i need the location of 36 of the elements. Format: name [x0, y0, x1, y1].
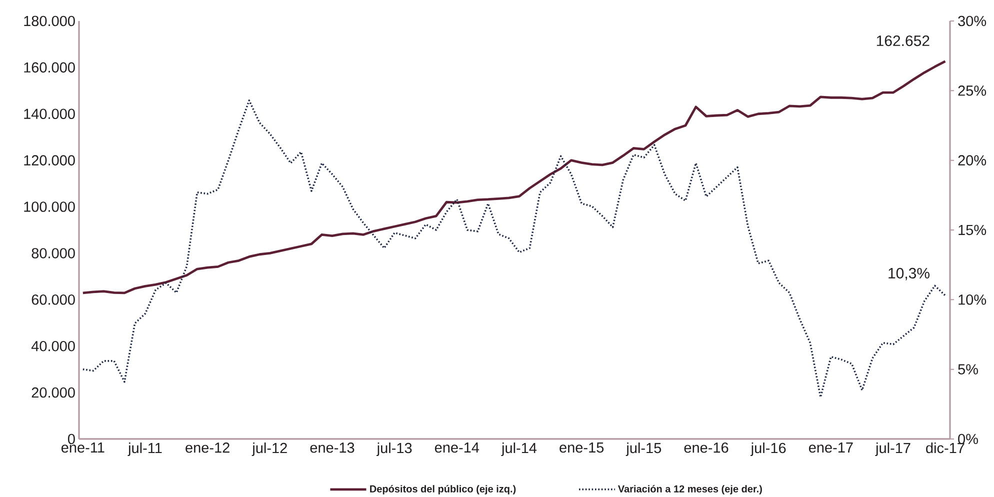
y2-tick-label: 15% — [958, 224, 986, 236]
y2-tick-label: 10% — [958, 294, 986, 305]
y2-tick-label: 25% — [958, 86, 986, 96]
x-tick-label: dic-17 — [926, 442, 964, 454]
x-tick-label: ene-11 — [61, 442, 104, 453]
x-tick-label: jul-17 — [875, 442, 910, 456]
y-tick-label: 20.000 — [32, 387, 75, 398]
data-label: 162.652 — [876, 35, 930, 46]
x-tick-label: jul-16 — [750, 442, 786, 456]
legend-label: Variación a 12 meses (eje der.) — [618, 484, 762, 494]
y-tick-label: 40.000 — [31, 340, 75, 352]
line-series — [82, 100, 946, 398]
legend-label: Depósitos del público (eje izq.) — [370, 484, 516, 494]
y2-tick-label: 20% — [958, 155, 986, 166]
x-tick-label: jul-15 — [626, 442, 662, 456]
y2-tick-label: 5% — [958, 364, 978, 374]
x-tick-label: jul-12 — [252, 442, 287, 456]
x-tick-label: ene-12 — [186, 442, 230, 453]
y2-tick-label: 30% — [958, 16, 986, 26]
x-tick-label: jul-13 — [376, 442, 412, 456]
x-tick-label: ene-13 — [310, 442, 354, 453]
data-label: 10,3% — [888, 268, 930, 280]
x-tick-label: ene-17 — [808, 442, 853, 453]
x-tick-label: ene-14 — [434, 442, 480, 453]
x-tick-label: ene-16 — [684, 442, 728, 453]
y-tick-label: 60.000 — [32, 294, 75, 305]
x-tick-label: ene-15 — [560, 442, 604, 453]
x-tick-label: jul-14 — [501, 442, 537, 456]
y-tick-label: 160.000 — [24, 62, 75, 73]
y-tick-label: 140.000 — [24, 108, 75, 120]
y-tick-label: 120.000 — [24, 155, 75, 166]
y-tick-label: 100.000 — [24, 202, 75, 212]
y-tick-label: 180.000 — [24, 16, 75, 26]
x-tick-label: jul-11 — [128, 442, 162, 456]
y-tick-label: 80.000 — [32, 248, 75, 258]
y-tick-label: 0 — [68, 434, 75, 444]
